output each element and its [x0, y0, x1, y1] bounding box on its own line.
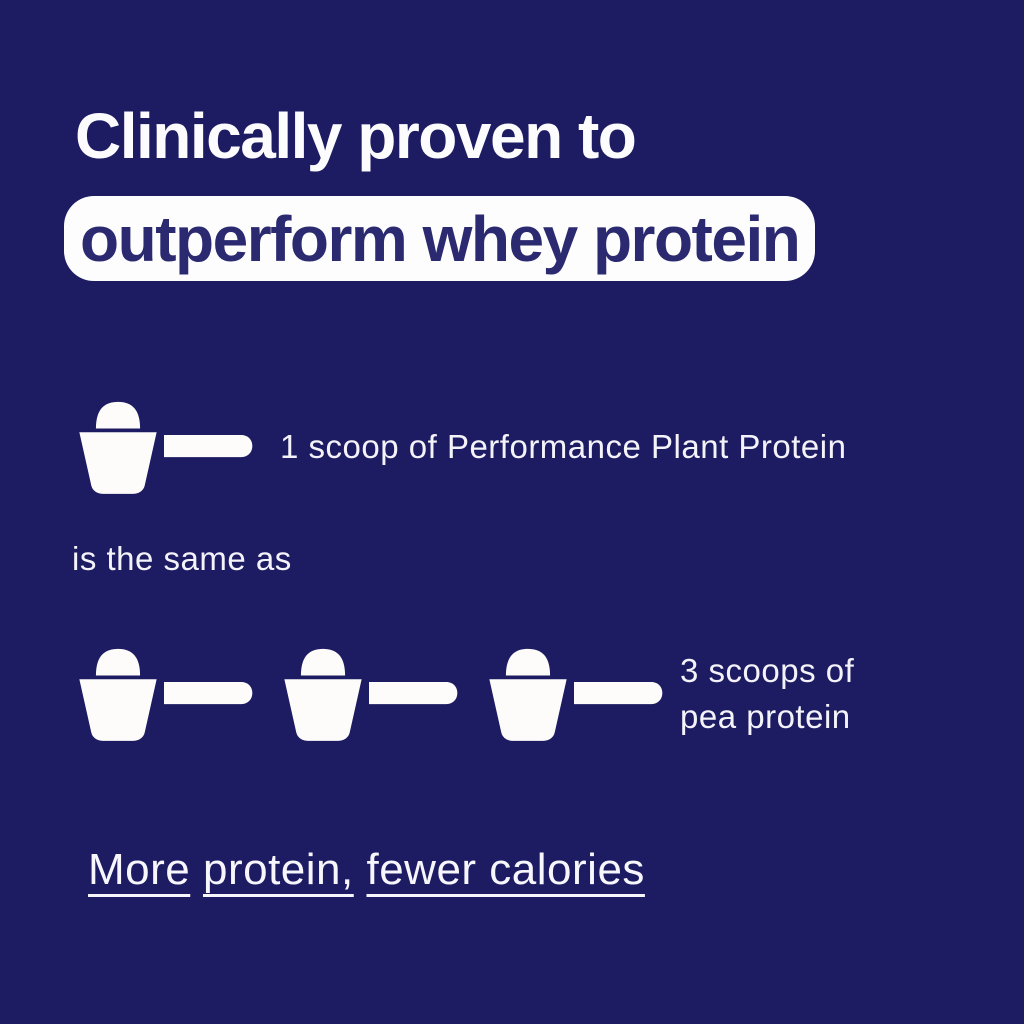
row2-label: 3 scoops of pea protein — [680, 648, 854, 740]
row1-label: 1 scoop of Performance Plant Protein — [280, 427, 847, 465]
scoop-icon — [284, 648, 458, 741]
footer-word-fewer-calories: fewer calories — [366, 845, 645, 894]
headline-pill: outperform whey protein — [64, 196, 816, 281]
row2-label-line2: pea protein — [680, 697, 851, 735]
connector-text: is the same as — [72, 540, 292, 577]
scoop-group — [72, 645, 666, 742]
comparison-row-1: 1 scoop of Performance Plant Protein — [72, 398, 846, 495]
footer-word-protein: protein, — [202, 845, 354, 894]
scoop-icon — [79, 401, 253, 494]
row2-label-line1: 3 scoops of — [680, 651, 855, 689]
headline-line2: outperform whey protein — [80, 202, 801, 275]
footer-claim: More protein, fewer calories — [88, 845, 645, 895]
comparison-row-2: 3 scoops of pea protein — [72, 645, 854, 742]
footer-word-more: More — [88, 845, 191, 894]
headline-line1: Clinically proven to — [75, 100, 637, 172]
scoop-icon — [489, 648, 663, 741]
scoop-icon — [79, 648, 253, 741]
